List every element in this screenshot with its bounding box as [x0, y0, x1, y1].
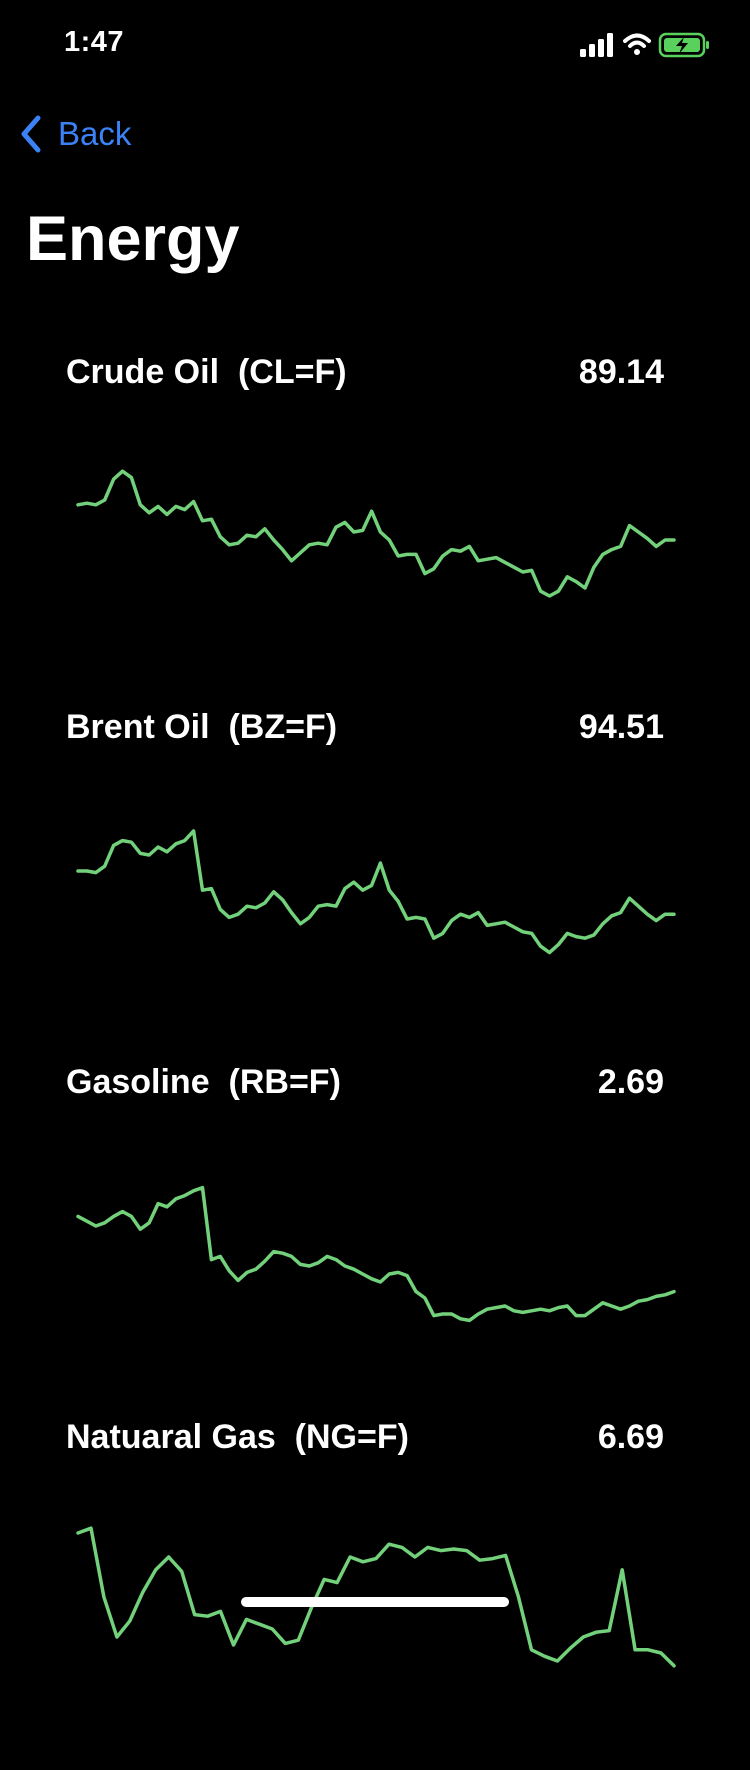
row-header: Brent Oil (BZ=F) 94.51: [66, 705, 664, 749]
commodity-name: Natuaral Gas (NG=F): [66, 1418, 409, 1457]
commodity-price: 2.69: [597, 1062, 664, 1101]
battery-charging-icon: [658, 32, 709, 58]
commodity-price: 89.14: [578, 352, 664, 391]
status-bar: 1:47: [0, 0, 750, 90]
back-label: Back: [58, 115, 132, 152]
row-header: Crude Oil (CL=F) 89.14: [66, 350, 664, 394]
sparkline-path: [76, 829, 676, 955]
commodity-list: Crude Oil (CL=F) 89.14 Brent Oil (BZ=F) …: [0, 350, 750, 1770]
commodity-name: Crude Oil (CL=F): [66, 353, 347, 392]
sparkline-chart: [76, 1185, 676, 1323]
commodity-row-crude-oil[interactable]: Crude Oil (CL=F) 89.14: [0, 350, 750, 705]
commodity-name: Gasoline (RB=F): [66, 1063, 341, 1102]
commodity-row-gasoline[interactable]: Gasoline (RB=F) 2.69: [0, 1060, 750, 1415]
row-header: Natuaral Gas (NG=F) 6.69: [66, 1415, 664, 1459]
commodity-symbol: (NG=F): [294, 1417, 409, 1456]
back-button[interactable]: Back: [18, 110, 131, 158]
sparkline-chart: [76, 829, 676, 955]
cellular-signal-icon: [580, 33, 613, 57]
commodity-name: Brent Oil (BZ=F): [66, 708, 337, 747]
commodity-row-brent-oil[interactable]: Brent Oil (BZ=F) 94.51: [0, 705, 750, 1060]
commodity-symbol: (RB=F): [228, 1062, 341, 1101]
page-title: Energy: [26, 204, 240, 274]
status-icons: [580, 32, 709, 58]
home-indicator[interactable]: [241, 1597, 509, 1607]
sparkline-path: [76, 469, 676, 598]
commodity-name-text: Natuaral Gas: [66, 1417, 276, 1456]
commodity-name-text: Brent Oil: [66, 707, 210, 746]
commodity-price: 6.69: [597, 1417, 664, 1456]
status-time: 1:47: [64, 26, 125, 58]
chevron-left-icon: [21, 115, 41, 153]
commodity-symbol: (CL=F): [237, 352, 347, 391]
commodity-symbol: (BZ=F): [228, 707, 338, 746]
sparkline-chart: [76, 469, 676, 598]
row-header: Gasoline (RB=F) 2.69: [66, 1060, 664, 1104]
sparkline-path: [76, 1185, 676, 1323]
wifi-icon: [623, 33, 651, 55]
commodity-name-text: Gasoline: [66, 1062, 210, 1101]
commodity-name-text: Crude Oil: [66, 352, 220, 391]
commodity-price: 94.51: [578, 707, 664, 746]
commodity-row-natural-gas[interactable]: Natuaral Gas (NG=F) 6.69: [0, 1415, 750, 1770]
